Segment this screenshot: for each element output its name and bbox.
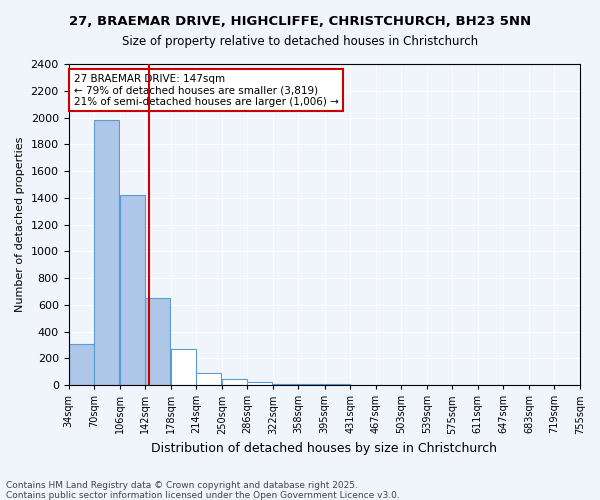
Bar bbox=[247, 382, 272, 385]
Text: Contains HM Land Registry data © Crown copyright and database right 2025.: Contains HM Land Registry data © Crown c… bbox=[6, 481, 358, 490]
Bar bbox=[119, 195, 145, 385]
Bar bbox=[68, 344, 94, 385]
Text: Size of property relative to detached houses in Christchurch: Size of property relative to detached ho… bbox=[122, 35, 478, 48]
Bar bbox=[222, 379, 247, 385]
Bar bbox=[273, 384, 298, 385]
Bar bbox=[298, 384, 323, 385]
Y-axis label: Number of detached properties: Number of detached properties bbox=[15, 137, 25, 312]
Text: 27, BRAEMAR DRIVE, HIGHCLIFFE, CHRISTCHURCH, BH23 5NN: 27, BRAEMAR DRIVE, HIGHCLIFFE, CHRISTCHU… bbox=[69, 15, 531, 28]
Bar bbox=[145, 298, 170, 385]
Bar bbox=[350, 384, 376, 385]
Text: Contains public sector information licensed under the Open Government Licence v3: Contains public sector information licen… bbox=[6, 491, 400, 500]
Bar bbox=[170, 349, 196, 385]
Text: 27 BRAEMAR DRIVE: 147sqm
← 79% of detached houses are smaller (3,819)
21% of sem: 27 BRAEMAR DRIVE: 147sqm ← 79% of detach… bbox=[74, 74, 338, 107]
Bar bbox=[325, 384, 350, 385]
X-axis label: Distribution of detached houses by size in Christchurch: Distribution of detached houses by size … bbox=[151, 442, 497, 455]
Bar bbox=[94, 120, 119, 385]
Bar bbox=[196, 373, 221, 385]
